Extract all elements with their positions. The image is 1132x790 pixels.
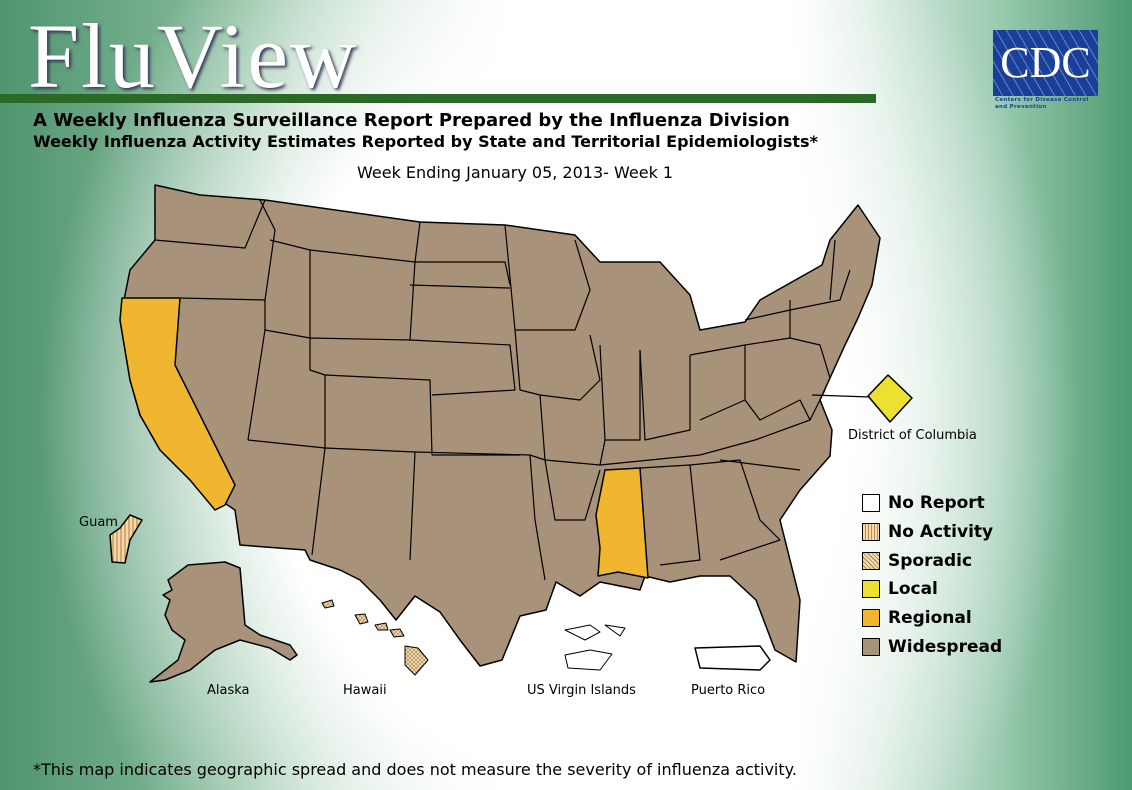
header-divider xyxy=(0,94,876,103)
dc-leader-line xyxy=(811,394,871,398)
legend-regional: Regional xyxy=(862,608,972,628)
legend-label: Local xyxy=(888,579,938,599)
label-puerto-rico: Puerto Rico xyxy=(691,683,766,698)
widespread-swatch xyxy=(862,638,880,656)
regional-swatch xyxy=(862,609,880,627)
legend-no-report: No Report xyxy=(862,493,985,513)
label-usvi: US Virgin Islands xyxy=(527,683,636,698)
label-alaska: Alaska xyxy=(207,683,250,698)
state-california-regional[interactable] xyxy=(119,297,236,511)
label-guam: Guam xyxy=(79,515,118,530)
hawaii-sporadic[interactable] xyxy=(321,599,429,676)
legend-local: Local xyxy=(862,579,938,599)
legend-widespread: Widespread xyxy=(862,637,1002,657)
label-hawaii: Hawaii xyxy=(343,683,387,698)
no-activity-swatch xyxy=(862,523,880,541)
legend-label: Sporadic xyxy=(888,551,973,571)
footnote: *This map indicates geographic spread an… xyxy=(33,760,797,779)
no-report-swatch xyxy=(862,494,880,512)
dc-local[interactable] xyxy=(867,374,913,423)
local-swatch xyxy=(862,580,880,598)
label-dc: District of Columbia xyxy=(848,428,977,443)
guam-no-activity[interactable] xyxy=(109,514,143,564)
sporadic-swatch xyxy=(862,552,880,570)
fluview-logo: FluView xyxy=(28,5,359,107)
legend-label: No Activity xyxy=(888,522,994,542)
legend-label: Regional xyxy=(888,608,972,628)
cdc-logo: CDC xyxy=(993,30,1098,96)
usvi-no-report[interactable] xyxy=(564,624,626,671)
report-subtitle: Weekly Influenza Activity Estimates Repo… xyxy=(33,132,818,151)
cdc-logo-subtitle: Centers for Disease Control and Preventi… xyxy=(995,97,1089,110)
report-title: A Weekly Influenza Surveillance Report P… xyxy=(33,110,790,131)
legend-label: No Report xyxy=(888,493,985,513)
alaska-widespread[interactable] xyxy=(149,561,298,683)
puerto-rico-no-report[interactable] xyxy=(694,645,771,671)
legend-no-activity: No Activity xyxy=(862,522,993,542)
legend-label: Widespread xyxy=(888,637,1003,657)
legend-sporadic: Sporadic xyxy=(862,551,972,571)
state-mississippi-regional[interactable] xyxy=(595,467,649,579)
week-ending: Week Ending January 05, 2013- Week 1 xyxy=(357,163,674,182)
state-borders xyxy=(154,199,851,581)
